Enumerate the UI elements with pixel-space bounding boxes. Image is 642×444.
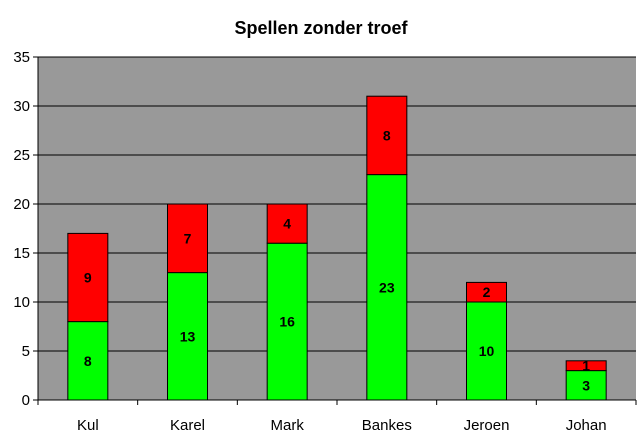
bar-segment [565,370,607,401]
data-label: 23 [379,279,395,295]
data-label: 8 [84,353,92,369]
data-label: 1 [582,358,590,374]
bar-segment [167,203,208,274]
x-tick-label: Mark [270,417,304,434]
data-label: 13 [180,328,196,344]
y-tick-label: 0 [22,392,30,409]
data-label: 3 [582,377,590,393]
x-tick-label: Bankes [362,417,412,434]
y-tick-label: 15 [13,245,30,262]
data-label: 2 [483,284,491,300]
data-label: 4 [283,216,291,232]
gridlines [38,56,636,352]
x-tick-label: Jeroen [464,417,510,434]
plot-area [38,57,636,400]
y-tick-label: 20 [13,196,30,213]
x-tick-label: Johan [566,417,607,434]
y-tick-label: 25 [13,147,30,164]
bar-segment [466,281,507,303]
bar-segment [466,301,507,401]
y-tick-label: 30 [13,98,30,115]
bar-segment [67,232,109,323]
data-label: 10 [479,343,495,359]
data-label: 9 [84,270,92,286]
data-label: 16 [279,314,295,330]
x-axis-ticks: Kul Karel Mark Bankes Jeroen Johan [37,400,637,434]
y-tick-label: 5 [22,343,30,360]
bar-segment [266,203,308,244]
y-tick-label: 10 [13,294,30,311]
x-tick-label: Karel [170,417,205,434]
data-label: 7 [184,230,192,246]
bars [67,95,607,401]
y-tick-label: 35 [13,49,30,66]
y-axis-ticks: 0 5 10 15 20 25 30 35 [13,49,38,409]
x-tick-label: Kul [77,417,99,434]
bar-segment [366,95,408,176]
data-label: 8 [383,127,391,143]
chart-title: Spellen zonder troef [234,18,408,38]
bar-segment [565,360,607,372]
